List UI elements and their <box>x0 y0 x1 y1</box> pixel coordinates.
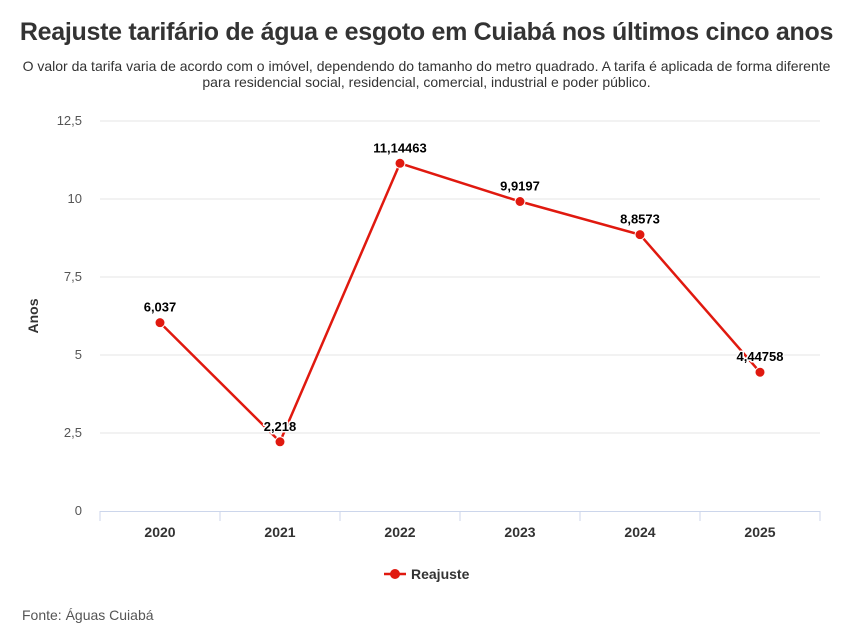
legend-label: Reajuste <box>411 566 470 582</box>
y-tick-label: 5 <box>75 347 82 362</box>
x-tick-label: 2021 <box>264 524 295 540</box>
x-tick-label: 2023 <box>504 524 535 540</box>
x-axis: 2020 2021 2022 2023 2024 2025 <box>99 511 821 540</box>
x-tick-label: 2024 <box>624 524 655 540</box>
y-tick-label: 12,5 <box>57 113 82 128</box>
data-label: 8,8573 <box>620 212 660 227</box>
legend-marker <box>390 569 400 579</box>
data-point <box>754 366 766 378</box>
data-label: 11,14463 <box>373 140 427 155</box>
y-axis-ticks: 0 2,5 5 7,5 10 12,5 <box>57 113 82 518</box>
data-point <box>634 229 646 241</box>
y-tick-label: 7,5 <box>64 269 82 284</box>
data-point <box>514 196 526 208</box>
data-label: 6,037 <box>144 300 177 315</box>
y-tick-label: 2,5 <box>64 425 82 440</box>
chart-title: Reajuste tarifário de água e esgoto em C… <box>19 18 834 46</box>
data-label: 4,44758 <box>737 349 784 364</box>
x-tick-label: 2025 <box>744 524 775 540</box>
x-tick-label: 2020 <box>144 524 175 540</box>
legend[interactable]: Reajuste <box>384 566 470 582</box>
source-note: Fonte: Águas Cuiabá <box>22 607 154 623</box>
series-line <box>159 162 761 444</box>
data-point <box>274 436 286 448</box>
data-label: 2,218 <box>264 419 297 434</box>
data-point <box>394 157 406 169</box>
grid-lines <box>100 120 820 434</box>
series-reajuste: 6,037 2,218 11,14463 9,9197 8,8573 4,44758 <box>142 139 785 448</box>
chart-subtitle: O valor da tarifa varia de acordo com o … <box>22 58 831 90</box>
data-point <box>154 317 166 329</box>
y-axis-label: Anos <box>25 298 41 333</box>
data-label: 9,9197 <box>500 179 540 194</box>
x-tick-label: 2022 <box>384 524 415 540</box>
y-tick-label: 0 <box>75 503 82 518</box>
y-tick-label: 10 <box>68 191 82 206</box>
